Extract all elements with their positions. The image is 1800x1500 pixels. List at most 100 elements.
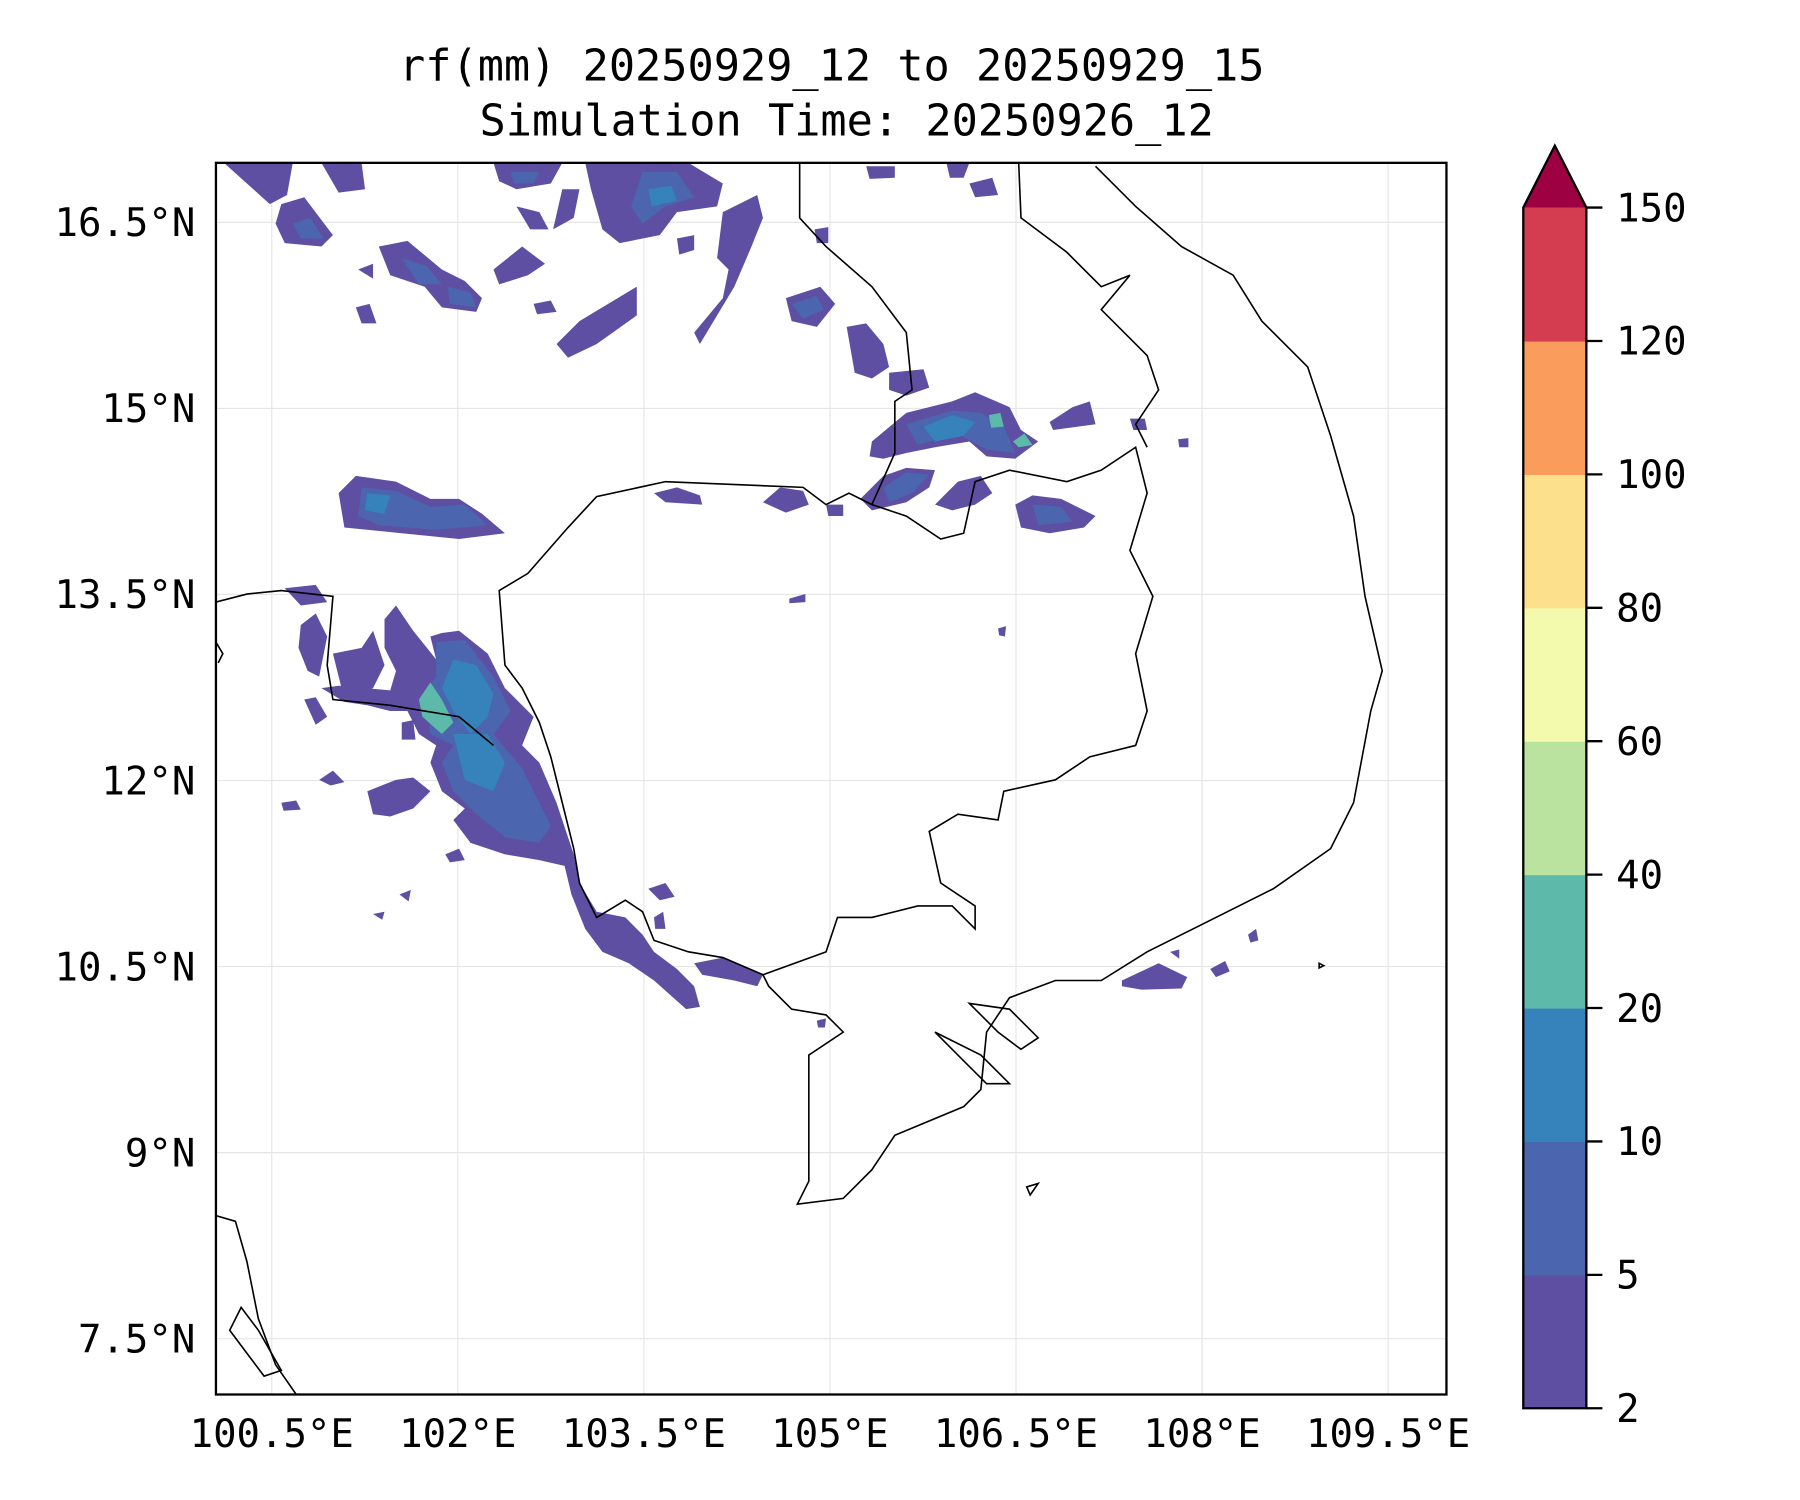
map-frame [214,161,1448,1396]
y-tick-label: 10.5°N [54,945,195,990]
rain-blob [510,172,540,184]
colorbar-tick-label: 10 [1616,1120,1663,1165]
y-tick-label: 16.5°N [54,201,195,246]
colorbar: 2 5 10 20 40 60 80 100 120 150 [1522,143,1687,1432]
colorbar-band [1523,607,1587,742]
rain-blob [493,246,546,285]
rain-blob [934,475,993,511]
colorbar-band [1523,1274,1587,1409]
rain-blob [789,594,806,604]
rain-blob [846,323,890,379]
y-tick-label: 7.5°N [78,1317,195,1362]
rain-blob [1012,433,1033,448]
rain-blob [1032,504,1073,526]
rain-blob [516,206,549,230]
rain-blob [883,472,930,503]
rain-blob [1129,418,1148,431]
colorbar-tick-label: 20 [1616,987,1663,1032]
rain-blob [694,957,763,987]
x-tick-label: 108°E [1143,1412,1260,1457]
colorbar-outline [1522,143,1588,1410]
chart-title: rf(mm) 20250929_12 to 20250929_15 [399,41,1265,91]
rain-blob [332,630,385,700]
rain-blob [401,720,416,740]
colorbar-band [1523,741,1587,876]
rain-blob [373,911,385,920]
rain-contours [215,162,1384,1395]
colorbar-tick-label: 80 [1616,587,1663,632]
rain-blob [1121,963,1188,990]
rain-blob [355,303,377,324]
rain-blob [1178,438,1189,448]
rain-blob [694,194,763,345]
rain-blob [1170,949,1180,959]
rain-blob [1049,401,1096,431]
rain-blob [648,185,677,207]
chart-subtitle: Simulation Time: 20250926_12 [479,96,1213,146]
colorbar-tick-label: 5 [1616,1254,1639,1299]
rain-blob [762,487,809,513]
rain-blob [553,189,580,230]
rain-blob [1248,928,1259,943]
colorbar-tick-label: 150 [1616,186,1686,231]
colorbar-extend-arrow [1523,145,1587,208]
rain-blob [826,504,844,517]
x-tick-label: 106.5°E [934,1412,1098,1457]
gridlines [215,162,1447,1395]
x-tick-label: 109.5°E [1306,1412,1470,1457]
x-tick-label: 105°E [771,1412,888,1457]
x-tick-label: 103.5°E [562,1412,726,1457]
rain-blob [367,777,431,817]
colorbar-band [1523,474,1587,609]
map-axes: 100.5°E 102°E 103.5°E 105°E 106.5°E 108°E 109.… [54,161,1471,1457]
rain-blob [866,166,895,179]
colorbar-tick-label: 120 [1616,320,1686,365]
rain-blob [223,162,293,205]
rain-blob [816,1018,827,1028]
rain-blob [988,412,1004,428]
y-tick-label: 9°N [125,1131,195,1176]
y-tick-label: 15°N [101,387,195,432]
colorbar-band [1523,874,1587,1009]
x-tick-label: 100.5°E [190,1412,354,1457]
rain-blob [281,800,301,811]
rain-blob [998,626,1007,637]
colorbar-tick-label: 2 [1616,1387,1639,1432]
rain-blob [654,911,666,929]
rain-blob [923,415,976,442]
x-axis-ticks: 100.5°E 102°E 103.5°E 105°E 106.5°E 108°E 109.… [190,1412,1471,1457]
rain-blob [453,733,505,792]
colorbar-tick-label: 100 [1616,453,1686,498]
rain-blob [319,770,345,786]
y-axis-ticks: 16.5°N 15°N 13.5°N 12°N 10.5°N 9°N 7.5°N [54,201,195,1362]
rain-blob [401,258,442,285]
rain-blob [441,659,494,734]
rain-blob [447,286,477,308]
rain-blob [445,848,465,863]
rain-blob [946,162,970,178]
colorbar-band [1523,340,1587,475]
coastlines-and-borders [215,162,1384,1395]
rain-blob [358,487,488,530]
y-tick-label: 13.5°N [54,573,195,618]
rain-blob [791,295,824,319]
rain-blob [648,883,675,901]
y-tick-label: 12°N [101,759,195,804]
rain-blob [292,217,324,239]
rain-blob [304,697,328,725]
rain-blob [814,227,829,244]
rain-blob [321,162,366,193]
rain-blob [969,177,999,198]
rain-blob [654,487,703,505]
rain-blob [399,889,411,902]
rain-blob [676,235,695,255]
rain-blob [556,286,637,358]
map-background [215,162,1447,1395]
colorbar-tick-label: 60 [1616,720,1663,765]
rain-blob [358,263,374,279]
rain-blob [533,300,557,315]
rain-blob [298,613,328,677]
colorbar-tick-label: 40 [1616,853,1663,898]
rain-blob [1210,961,1230,978]
